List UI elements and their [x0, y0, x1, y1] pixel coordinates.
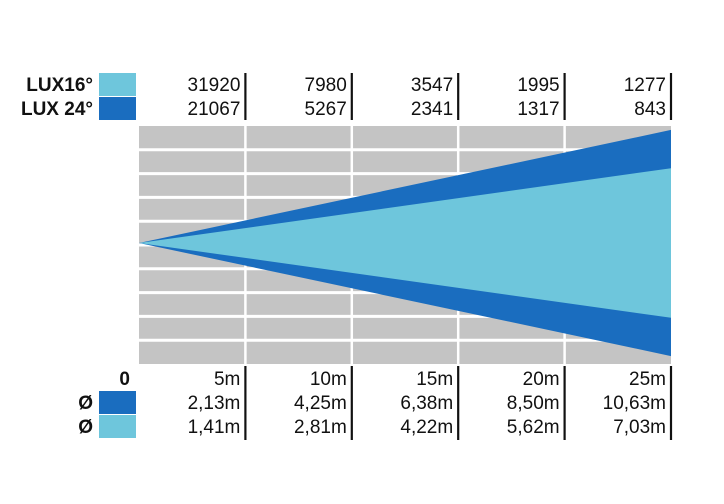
diameter-value: 8,50m — [507, 393, 560, 414]
plot-area — [139, 126, 671, 364]
legend-swatches — [99, 73, 136, 438]
label-lux16: LUX16° — [26, 75, 93, 96]
distance-label: 20m — [523, 369, 560, 390]
diameter-value: 1,41m — [188, 417, 241, 438]
lux-value: 1995 — [517, 75, 559, 96]
lux-value: 3547 — [411, 75, 453, 96]
label-lux24: LUX 24° — [21, 99, 93, 120]
lux-value: 31920 — [188, 75, 241, 96]
distance-label: 10m — [310, 369, 347, 390]
lux-value: 21067 — [188, 99, 241, 120]
lux-value: 7980 — [305, 75, 347, 96]
diameter-value: 2,13m — [188, 393, 241, 414]
diameter-symbol: Ø — [78, 393, 93, 414]
diameter-value: 4,25m — [294, 393, 347, 414]
diameter-value: 5,62m — [507, 417, 560, 438]
swatch-diameter-16 — [99, 415, 136, 438]
distance-label: 25m — [629, 369, 666, 390]
lux-value: 1317 — [517, 99, 559, 120]
diameter-value: 4,22m — [400, 417, 453, 438]
diameter-symbol: Ø — [78, 417, 93, 438]
swatch-lux24 — [99, 97, 136, 120]
diameter-value: 2,81m — [294, 417, 347, 438]
lux-value: 1277 — [624, 75, 666, 96]
distance-label: 5m — [214, 369, 240, 390]
lux-value: 843 — [634, 99, 666, 120]
lux-value: 5267 — [305, 99, 347, 120]
diameter-value: 10,63m — [603, 393, 666, 414]
value-table: 31920 7980 3547 1995 1277 21067 5267 2341 1317 84… — [188, 73, 673, 440]
distance-label: 15m — [416, 369, 453, 390]
row-labels: LUX16° LUX 24° 0 ØØ — [21, 75, 130, 438]
diameter-value: 7,03m — [613, 417, 666, 438]
lux-value: 2341 — [411, 99, 453, 120]
beam-16-deg — [139, 168, 671, 318]
swatch-diameter-24 — [99, 391, 136, 414]
diameter-value: 6,38m — [400, 393, 453, 414]
origin-label: 0 — [119, 369, 130, 390]
swatch-lux16 — [99, 73, 136, 96]
